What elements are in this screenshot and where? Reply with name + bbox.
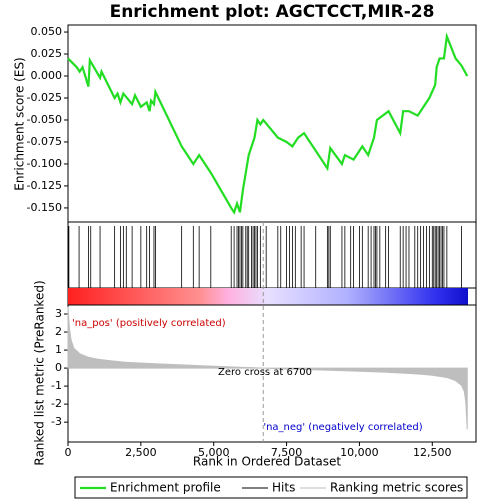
y-axis-label: Enrichment score (ES) — [13, 57, 27, 190]
chart-title: Enrichment plot: AGCTCCT,MIR-28 — [110, 2, 435, 22]
x-tick-label: 0 — [65, 446, 72, 459]
y-tick-label: 0.025 — [31, 47, 63, 60]
metric-area — [67, 306, 468, 430]
x-tick-label: 7,500 — [271, 446, 303, 459]
y-tick-label: 1 — [55, 343, 62, 356]
annotation: 'na_pos' (positively correlated) — [72, 318, 226, 329]
y-tick-label: 0 — [55, 361, 62, 374]
es-line — [67, 32, 469, 215]
legend-label: Enrichment profile — [110, 481, 221, 495]
rank-color-bar — [68, 288, 468, 305]
y-tick-label: -0.150 — [27, 201, 62, 214]
x-tick-label: 10,000 — [340, 446, 379, 459]
x-axis-label: Rank in Ordered Dataset — [193, 455, 341, 469]
y-tick-label: -3 — [51, 415, 62, 428]
x-tick-label: 2,500 — [125, 446, 157, 459]
y-tick-label: -0.075 — [27, 135, 62, 148]
y-tick-label: -0.050 — [27, 113, 62, 126]
y-tick-label: 0.050 — [31, 25, 63, 38]
y-tick-label: 0.000 — [31, 69, 63, 82]
y-tick-label: -0.125 — [27, 179, 62, 192]
x-tick-label: 5,000 — [198, 446, 230, 459]
y-tick-label: 2 — [55, 325, 62, 338]
x-tick-label: 12,500 — [413, 446, 452, 459]
y-tick-label: -2 — [51, 397, 62, 410]
frame — [67, 24, 477, 443]
legend-label: Ranking metric scores — [330, 481, 463, 495]
annotation: Zero cross at 6700 — [218, 367, 312, 378]
y-tick-label: -1 — [51, 379, 62, 392]
legend — [74, 476, 468, 499]
y-axis-label: Ranked list metric (PreRanked) — [33, 280, 47, 465]
y-tick-label: -0.100 — [27, 157, 62, 170]
y-tick-label: -0.025 — [27, 91, 62, 104]
annotation: 'na_neg' (negatively correlated) — [263, 422, 422, 433]
y-tick-label: 3 — [55, 307, 62, 320]
legend-label: Hits — [272, 481, 295, 495]
